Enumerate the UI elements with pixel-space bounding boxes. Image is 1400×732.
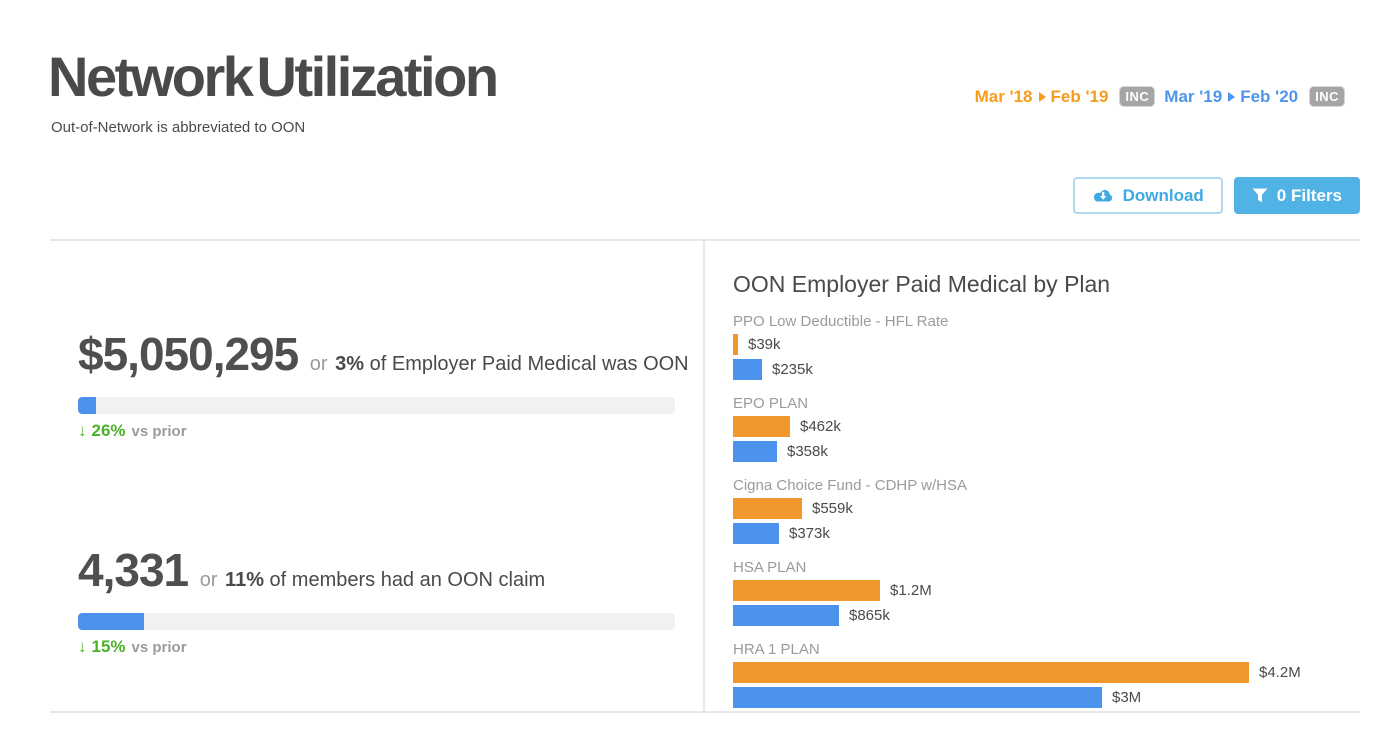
bar-value-label: $865k bbox=[849, 607, 890, 624]
bar-value-label: $358k bbox=[787, 443, 828, 460]
filters-button-label: 0 Filters bbox=[1276, 185, 1342, 205]
network-stats-panel: $5,050,295 or 3% of Employer Paid Medica… bbox=[50, 241, 705, 711]
chart-group: HSA PLAN $1.2M $865k bbox=[733, 559, 1360, 626]
bar-row: $559k bbox=[733, 498, 1360, 519]
bar-value-label: $39k bbox=[748, 336, 781, 353]
plan-label: PPO Low Deductible - HFL Rate bbox=[733, 313, 949, 330]
bar-value-label: $559k bbox=[812, 500, 853, 517]
download-button[interactable]: Download bbox=[1072, 177, 1223, 214]
down-arrow-icon: ↓ bbox=[78, 637, 87, 657]
filter-funnel-icon bbox=[1252, 188, 1268, 203]
period-1-end: Feb '19 bbox=[1050, 86, 1109, 106]
bar-row: $865k bbox=[733, 605, 1360, 626]
period-1-start: Mar '18 bbox=[974, 86, 1033, 106]
stat-percent: 11% bbox=[225, 569, 264, 592]
bar-period-2[interactable] bbox=[733, 605, 839, 626]
bar-row: $1.2M bbox=[733, 580, 1360, 601]
stat-value: $5,050,295 bbox=[78, 328, 299, 380]
stat-progress-bar bbox=[78, 397, 675, 415]
content-panels: $5,050,295 or 3% of Employer Paid Medica… bbox=[50, 239, 1360, 713]
chart-rows: PPO Low Deductible - HFL Rate $39k $235k EP… bbox=[733, 313, 1360, 708]
delta-percent: 15% bbox=[91, 637, 126, 657]
stat-conjunction: or bbox=[309, 353, 328, 375]
bar-period-2[interactable] bbox=[733, 687, 1102, 708]
stat-bar-fill bbox=[78, 613, 144, 631]
stat-delta: ↓ 26% vs prior bbox=[78, 421, 698, 441]
bar-value-label: $3M bbox=[1112, 689, 1142, 706]
bar-row: $39k bbox=[733, 334, 1360, 355]
bar-row: $358k bbox=[733, 441, 1360, 462]
chart-group: Cigna Choice Fund - CDHP w/HSA $559k $373k bbox=[733, 477, 1360, 544]
plan-label: HSA PLAN bbox=[733, 559, 807, 576]
plan-label: EPO PLAN bbox=[733, 395, 809, 412]
bar-period-1[interactable] bbox=[733, 580, 880, 601]
bar-period-2[interactable] bbox=[733, 441, 777, 462]
bar-period-2[interactable] bbox=[733, 359, 762, 380]
date-range-period-1[interactable]: Mar '18 Feb '19 bbox=[975, 87, 1109, 107]
cloud-download-icon bbox=[1092, 187, 1114, 204]
bar-period-1[interactable] bbox=[733, 416, 790, 437]
bar-value-label: $1.2M bbox=[890, 582, 932, 599]
bar-row: $373k bbox=[733, 523, 1360, 544]
oon-by-plan-panel: OON Employer Paid Medical by Plan PPO Lo… bbox=[705, 241, 1360, 711]
toolbar: Download 0 Filters bbox=[1072, 177, 1360, 214]
date-range-period-2[interactable]: Mar '19 Feb '20 bbox=[1164, 87, 1298, 107]
stat-bar-fill bbox=[78, 397, 96, 415]
delta-suffix: vs prior bbox=[131, 639, 187, 657]
arrow-right-icon bbox=[1038, 92, 1046, 102]
plan-label: Cigna Choice Fund - CDHP w/HSA bbox=[733, 477, 967, 494]
period-2-start: Mar '19 bbox=[1164, 86, 1223, 106]
oon-paid-stat: $5,050,295 or 3% of Employer Paid Medica… bbox=[78, 323, 698, 441]
bar-row: $235k bbox=[733, 359, 1360, 380]
chart-group: HRA 1 PLAN $4.2M $3M bbox=[733, 641, 1360, 708]
filters-button[interactable]: 0 Filters bbox=[1233, 177, 1360, 214]
page-title: Network Utilization bbox=[48, 45, 499, 108]
download-button-label: Download bbox=[1122, 185, 1204, 205]
chart-group: PPO Low Deductible - HFL Rate $39k $235k bbox=[733, 313, 1360, 380]
bar-row: $462k bbox=[733, 416, 1360, 437]
bar-row: $3M bbox=[733, 687, 1360, 708]
delta-percent: 26% bbox=[91, 421, 126, 441]
bar-period-1[interactable] bbox=[733, 498, 802, 519]
bar-period-1[interactable] bbox=[733, 662, 1249, 683]
delta-suffix: vs prior bbox=[131, 423, 187, 441]
arrow-right-icon bbox=[1228, 92, 1236, 102]
plan-label: HRA 1 PLAN bbox=[733, 641, 820, 658]
bar-period-2[interactable] bbox=[733, 523, 779, 544]
stat-description: of Employer Paid Medical was OON bbox=[369, 353, 689, 375]
bar-period-1[interactable] bbox=[733, 334, 738, 355]
stat-description: of members had an OON claim bbox=[269, 569, 546, 592]
bar-row: $4.2M bbox=[733, 662, 1360, 683]
inc-badge-period-2[interactable]: INC bbox=[1309, 86, 1345, 107]
bar-value-label: $462k bbox=[800, 418, 841, 435]
oon-members-stat-text: 4,331 or 11% of members had an OON claim bbox=[78, 539, 698, 601]
inc-badge-period-1[interactable]: INC bbox=[1119, 86, 1156, 107]
stat-value: 4,331 bbox=[78, 544, 189, 597]
bar-value-label: $4.2M bbox=[1259, 664, 1301, 681]
stat-conjunction: or bbox=[199, 569, 218, 592]
chart-group: EPO PLAN $462k $358k bbox=[733, 395, 1360, 462]
stat-delta: ↓ 15% vs prior bbox=[78, 637, 698, 657]
oon-members-stat: 4,331 or 11% of members had an OON claim… bbox=[78, 539, 698, 657]
oon-paid-stat-text: $5,050,295 or 3% of Employer Paid Medica… bbox=[78, 323, 698, 385]
page-subtitle: Out-of-Network is abbreviated to OON bbox=[51, 119, 306, 136]
down-arrow-icon: ↓ bbox=[78, 421, 87, 441]
stat-percent: 3% bbox=[335, 353, 365, 375]
date-period-controls: Mar '18 Feb '19 INC Mar '19 Feb '20 INC bbox=[975, 86, 1345, 107]
chart-title: OON Employer Paid Medical by Plan bbox=[733, 271, 1111, 297]
period-2-end: Feb '20 bbox=[1240, 86, 1299, 106]
bar-value-label: $235k bbox=[772, 361, 813, 378]
stat-progress-bar bbox=[78, 613, 675, 631]
bar-value-label: $373k bbox=[789, 525, 830, 542]
